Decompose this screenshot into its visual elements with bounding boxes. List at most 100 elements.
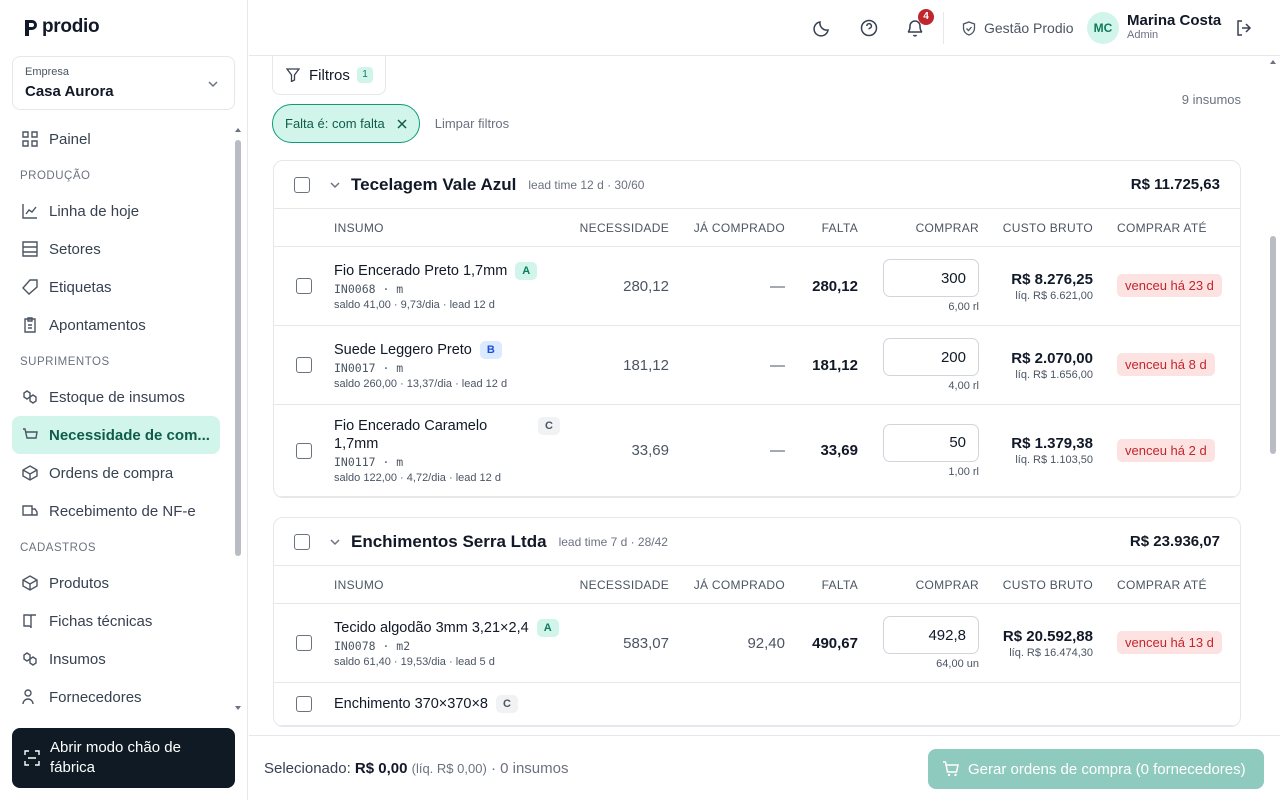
checkbox[interactable]	[296, 696, 312, 712]
nav-icon	[22, 575, 38, 591]
column-title: JÁ COMPRADO	[693, 220, 785, 235]
nav-icon	[22, 689, 34, 705]
item-cell: Suede Leggero Preto B IN0017 · m saldo 260,…	[334, 340, 564, 390]
nav-item[interactable]: Ordens de compra	[12, 454, 220, 492]
buy-input[interactable]: 50	[883, 423, 979, 462]
nav-item[interactable]: Insumos	[12, 640, 220, 678]
item-meta: saldo 41,00 · 9,73/dia · lead 12 d	[334, 298, 495, 311]
buy-unit: 4,00 rl	[948, 380, 979, 392]
item-name: Fio Encerado Preto 1,7mm	[334, 262, 508, 279]
generate-orders-label: Gerar ordens de compra (0 fornecedores)	[968, 761, 1246, 778]
cell	[274, 533, 329, 550]
bought: 92,40	[747, 634, 785, 652]
active-filters: Falta é: com falta Limpar filtros	[272, 104, 509, 143]
clear-filters[interactable]: Limpar filtros	[434, 116, 510, 131]
item-cell: Tecido algodão 3mm 3,21×2,4 A IN0078 · m2 s…	[334, 618, 564, 668]
nav-label: Recebimento de NF-e	[49, 502, 196, 520]
cost-cell: R$ 2.070,00 líq. R$ 1.656,00	[979, 350, 1093, 381]
column-header: INSUMO NECESSIDADE JÁ COMPRADO FALTA COMPRAR…	[274, 566, 1240, 604]
bought: —	[770, 277, 785, 295]
workspace-name[interactable]: Gestão Prodio	[984, 20, 1074, 36]
nav-item[interactable]: Estoque de insumos	[12, 378, 220, 416]
nav-icon	[22, 131, 38, 147]
due-cell: venceu há 23 d	[1093, 274, 1222, 297]
filter-chip[interactable]: Falta é: com falta	[272, 104, 420, 143]
nav-item[interactable]: Painel	[12, 120, 220, 158]
avatar[interactable]: MC	[1087, 12, 1119, 44]
divider	[943, 12, 944, 44]
net-cost: líq. R$ 1.103,50	[1015, 454, 1093, 466]
item-row: Tecido algodão 3mm 3,21×2,4 A IN0078 · m2 s…	[274, 604, 1240, 683]
nav-item[interactable]: Linha de hoje	[12, 192, 220, 230]
company-selector[interactable]: Empresa Casa Aurora	[12, 56, 235, 110]
nav-label: Apontamentos	[49, 316, 146, 334]
supplier-info: lead time 7 d · 28/42	[558, 534, 668, 549]
column-title: INSUMO	[334, 577, 384, 592]
nav-item[interactable]: Apontamentos	[12, 306, 220, 344]
checkbox[interactable]	[296, 278, 312, 294]
remove-filter[interactable]	[397, 118, 407, 129]
selection-net: (líq. R$ 0,00)	[411, 761, 487, 776]
column-title: NECESSIDADE	[579, 577, 669, 592]
filters-button[interactable]: Filtros 1	[272, 56, 386, 95]
gross-cost: R$ 8.276,25	[1011, 270, 1093, 288]
nav-label: Linha de hoje	[49, 202, 140, 220]
buy-cell: 492,8 64,00 un	[858, 616, 979, 670]
notifications-button[interactable]	[906, 18, 924, 38]
cell	[274, 696, 334, 712]
nav: Painel PRODUÇÃO Linha de hoje Setores Etique…	[0, 0, 236, 716]
nav-item[interactable]: Produtos	[12, 564, 220, 602]
help-button[interactable]	[860, 19, 878, 37]
nav-label: Painel	[49, 130, 91, 148]
cost-cell: R$ 20.592,88 líq. R$ 16.474,30	[979, 628, 1093, 659]
due-badge: venceu há 8 d	[1117, 353, 1215, 376]
due-cell: venceu há 13 d	[1093, 631, 1222, 654]
company-label: Empresa	[25, 66, 70, 78]
nav-item[interactable]: Setores	[12, 230, 220, 268]
logout-button[interactable]	[1236, 20, 1252, 36]
due-cell: venceu há 8 d	[1093, 353, 1215, 376]
item-cell: Fio Encerado Preto 1,7mm A IN0068 · m saldo…	[334, 261, 564, 311]
nav-item[interactable]: Etiquetas	[12, 268, 220, 306]
checkbox[interactable]	[293, 533, 310, 550]
net-cost: líq. R$ 6.621,00	[1015, 289, 1093, 302]
nav-item[interactable]: Fichas técnicas	[12, 602, 220, 640]
nav-icon	[22, 505, 38, 518]
nav-item[interactable]: Necessidade de com...	[12, 416, 220, 454]
generate-orders-button[interactable]: Gerar ordens de compra (0 fornecedores)	[928, 749, 1264, 789]
selection-summary: Selecionado: R$ 0,00 (líq. R$ 0,00) · 0 …	[264, 760, 568, 777]
nav-icon	[23, 428, 38, 442]
nav-icon	[23, 652, 37, 666]
shop-floor-button[interactable]: Abrir modo chão de fábrica	[12, 728, 235, 788]
shield-icon	[962, 21, 976, 36]
buy-input[interactable]: 200	[883, 338, 979, 376]
checkbox[interactable]	[296, 357, 312, 373]
shortfall: 33,69	[820, 442, 858, 459]
checkbox[interactable]	[296, 442, 312, 459]
cost-cell: R$ 8.276,25 líq. R$ 6.621,00	[979, 271, 1093, 302]
group-total: R$ 23.936,07	[1129, 533, 1220, 550]
item-code: IN0017 · m	[334, 360, 404, 375]
bought: —	[770, 442, 785, 459]
nav-item[interactable]: Recebimento de NF-e	[12, 492, 220, 530]
nav-label: Ordens de compra	[49, 464, 174, 482]
buy-unit: 64,00 un	[936, 658, 979, 670]
user-name: Marina Costa	[1127, 12, 1222, 29]
theme-toggle[interactable]	[813, 19, 831, 37]
buy-input[interactable]: 300	[883, 259, 979, 297]
checkbox[interactable]	[293, 176, 310, 193]
company-name: Casa Aurora	[25, 83, 114, 100]
column-header: INSUMO NECESSIDADE JÁ COMPRADO FALTA COMPRAR…	[274, 209, 1240, 247]
item-title: Enchimento 370×370×8 C	[334, 695, 564, 713]
nav-item[interactable]: Fornecedores	[12, 678, 220, 716]
expand-toggle[interactable]	[329, 536, 341, 548]
nav-icon	[24, 317, 36, 333]
item-name: Fio Encerado Caramelo 1,7mm	[334, 418, 488, 452]
buy-input[interactable]: 492,8	[883, 616, 979, 654]
scrollbar	[234, 126, 242, 712]
supplier-group: Enchimentos Serra Ltda lead time 7 d · 28…	[273, 517, 1241, 727]
expand-toggle[interactable]	[329, 179, 341, 191]
net-cost: líq. R$ 16.474,30	[1009, 646, 1093, 659]
item-title: Tecido algodão 3mm 3,21×2,4 A	[334, 618, 564, 637]
checkbox[interactable]	[296, 635, 312, 651]
